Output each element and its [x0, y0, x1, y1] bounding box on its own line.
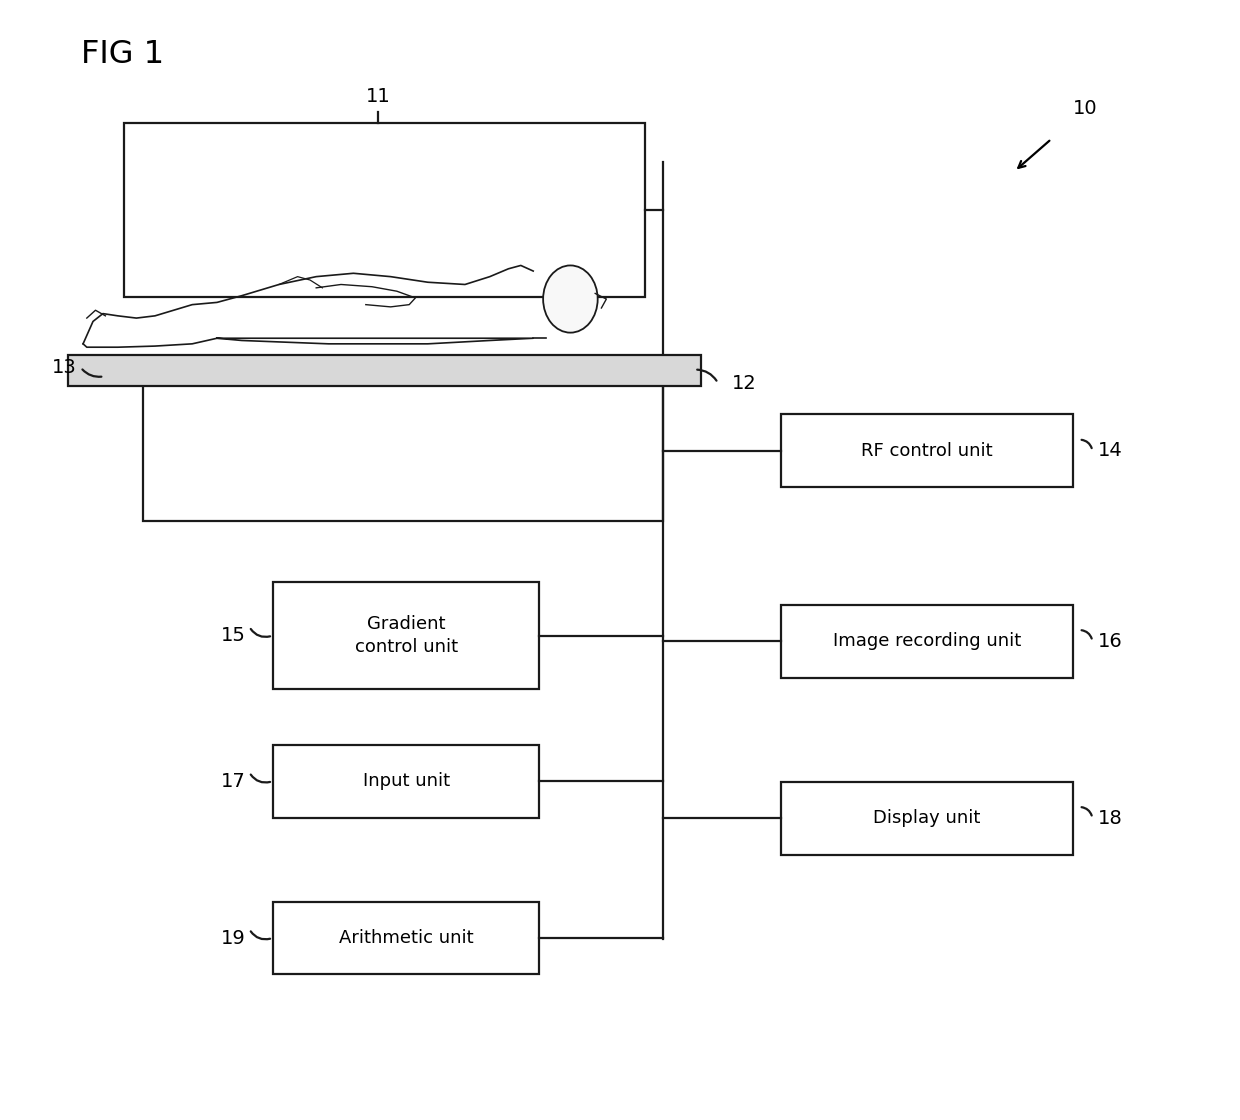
Text: Image recording unit: Image recording unit: [833, 632, 1021, 651]
Text: 18: 18: [1097, 809, 1122, 828]
Bar: [273, 745, 539, 818]
Bar: [273, 582, 539, 689]
Bar: [273, 902, 539, 974]
Text: 10: 10: [1073, 99, 1097, 118]
Text: 13: 13: [52, 358, 77, 376]
Bar: [124, 123, 645, 297]
Bar: [143, 375, 663, 521]
Text: Gradient
control unit: Gradient control unit: [355, 615, 458, 656]
Text: 11: 11: [366, 87, 391, 106]
Text: FIG 1: FIG 1: [81, 39, 164, 71]
Text: 19: 19: [221, 928, 246, 948]
Text: 16: 16: [1097, 632, 1122, 651]
Text: 12: 12: [732, 374, 756, 392]
Text: Input unit: Input unit: [362, 772, 450, 791]
Text: 14: 14: [1097, 441, 1122, 460]
Text: RF control unit: RF control unit: [861, 441, 993, 460]
Text: 17: 17: [221, 772, 246, 791]
Ellipse shape: [543, 265, 598, 333]
Bar: [781, 782, 1073, 855]
Text: 15: 15: [221, 626, 246, 645]
Text: Arithmetic unit: Arithmetic unit: [339, 928, 474, 948]
Bar: [781, 605, 1073, 678]
Text: Display unit: Display unit: [873, 809, 981, 828]
Bar: [781, 414, 1073, 487]
Bar: [68, 355, 701, 386]
